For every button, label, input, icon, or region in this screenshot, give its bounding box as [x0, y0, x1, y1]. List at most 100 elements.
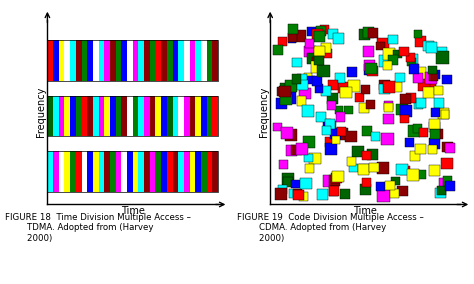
Bar [116, 95, 121, 136]
Bar [408, 54, 418, 64]
Bar [328, 29, 337, 39]
Bar [323, 175, 336, 187]
Bar [430, 129, 440, 139]
Bar [400, 105, 412, 117]
Bar [292, 58, 302, 67]
Bar [116, 151, 121, 191]
Bar [415, 144, 426, 154]
Bar [340, 189, 350, 199]
Bar [362, 126, 372, 135]
Bar [316, 112, 326, 122]
Bar [93, 40, 99, 81]
Bar [359, 164, 368, 173]
Bar [362, 178, 371, 187]
Bar [405, 53, 415, 62]
Bar [76, 95, 82, 136]
Bar [304, 46, 316, 57]
Bar [150, 151, 155, 191]
Bar [335, 73, 346, 83]
Bar [70, 151, 76, 191]
Bar [53, 95, 59, 136]
Bar [327, 93, 337, 104]
Bar [276, 87, 286, 96]
Bar [116, 40, 121, 81]
Bar [344, 106, 353, 114]
Bar [385, 181, 395, 191]
Bar [314, 46, 325, 57]
Bar [337, 127, 346, 136]
Bar [384, 101, 393, 110]
Bar [327, 121, 336, 130]
Bar [47, 151, 53, 191]
Bar [144, 95, 150, 136]
Bar [428, 145, 437, 154]
Bar [110, 95, 116, 136]
Bar [285, 130, 297, 141]
Bar [413, 124, 421, 133]
Bar [167, 40, 173, 81]
Bar [429, 122, 439, 132]
Bar [397, 185, 408, 196]
Bar [408, 125, 420, 137]
Bar [293, 190, 303, 200]
Bar [419, 128, 428, 137]
Bar [323, 119, 331, 128]
Bar [329, 186, 339, 196]
Bar [184, 151, 190, 191]
Bar [190, 95, 195, 136]
Bar [150, 95, 155, 136]
Bar [379, 80, 390, 90]
Bar [393, 50, 402, 59]
Bar [359, 29, 370, 40]
Bar [319, 25, 329, 34]
Bar [310, 153, 321, 164]
Text: FIGURE 19  Code Division Multiple Access –
        CDMA. Adopted from (Harvey
  : FIGURE 19 Code Division Multiple Access … [237, 213, 424, 243]
Bar [47, 151, 218, 191]
Bar [347, 67, 357, 77]
Bar [280, 94, 292, 105]
Bar [279, 86, 291, 97]
Bar [407, 169, 419, 181]
X-axis label: Time: Time [121, 206, 145, 216]
Bar [392, 82, 402, 92]
Bar [443, 176, 452, 186]
Bar [278, 185, 287, 194]
Bar [283, 92, 296, 104]
Bar [212, 40, 218, 81]
Bar [291, 180, 300, 188]
Bar [82, 95, 87, 136]
Bar [327, 101, 336, 110]
Bar [416, 98, 426, 108]
Bar [396, 164, 408, 175]
Bar [104, 95, 110, 136]
Bar [307, 27, 317, 36]
Bar [99, 40, 104, 81]
Bar [47, 40, 218, 81]
Bar [377, 190, 390, 202]
Bar [405, 138, 414, 147]
Bar [110, 40, 116, 81]
Bar [321, 43, 331, 53]
Bar [367, 66, 378, 76]
Bar [300, 192, 309, 201]
Bar [317, 65, 329, 77]
Bar [207, 95, 212, 136]
Bar [414, 30, 422, 38]
Bar [352, 146, 364, 157]
Bar [413, 73, 423, 83]
Bar [93, 151, 99, 191]
Bar [59, 40, 64, 81]
Bar [133, 95, 138, 136]
Bar [173, 40, 178, 81]
Bar [442, 142, 453, 152]
Y-axis label: Frequency: Frequency [259, 87, 269, 137]
Bar [110, 151, 116, 191]
Bar [47, 95, 53, 136]
Bar [288, 33, 297, 42]
Bar [326, 143, 337, 155]
Bar [53, 151, 59, 191]
Bar [337, 128, 348, 140]
Text: FIGURE 18  Time Division Multiple Access –
        TDMA. Adopted from (Harvey
  : FIGURE 18 Time Division Multiple Access … [5, 213, 191, 243]
Bar [434, 86, 443, 95]
Bar [302, 105, 314, 117]
